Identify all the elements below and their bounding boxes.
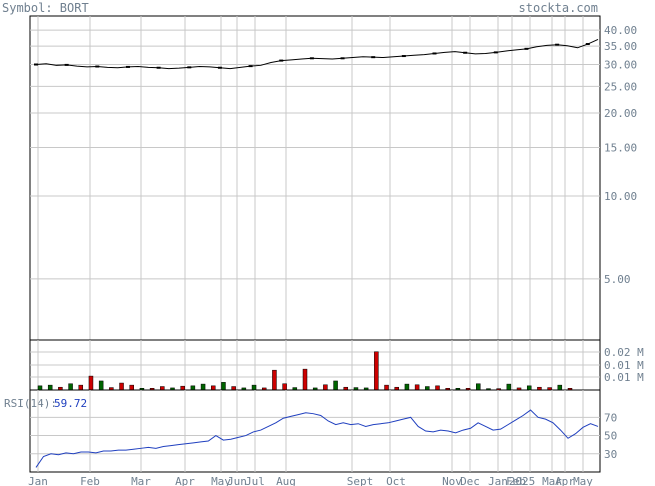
x-tick-label: Sept [347,475,374,486]
volume-bar [323,384,328,391]
price-tick-label: 25.00 [604,80,637,93]
x-tick-label: Nov [442,475,462,486]
volume-bar [425,386,430,391]
volume-bar [333,380,338,391]
volume-bar [282,383,287,391]
volume-bar [272,369,277,391]
rsi-tick-label: 30 [604,448,617,461]
volume-bar [98,380,104,391]
price-tick-label: 10.00 [604,190,637,203]
x-tick-label: Feb [506,475,526,486]
volume-bar [47,384,53,391]
x-tick-label: Mar [542,475,562,486]
volume-tick-label: 0.01 M [604,359,644,372]
price-tick-label: 15.00 [604,141,637,154]
price-panel: 40.00 35.00 30.00 25.00 20.00 15.00 10.00 5.00 [29,15,637,341]
volume-bar [129,384,134,391]
volume-bar [526,385,532,391]
x-tick-label: 2025 [509,475,536,486]
volume-bar [251,384,257,391]
rsi-line [35,409,599,468]
price-tick-label: 30.00 [604,59,637,72]
x-tick-label: Jan [28,475,48,486]
volume-bar [221,382,226,391]
volume-panel: 0.02 M0.01 M0.01 M [29,339,644,391]
volume-bar [68,383,73,391]
volume-bar [384,384,389,391]
volume-bar [435,385,440,391]
price-tick-label: 40.00 [604,24,637,37]
price-tick-label: 20.00 [604,107,637,120]
x-tick-label: Apr [555,475,575,486]
x-tick-label: May [211,475,231,486]
x-tick-label: Aug [276,475,296,486]
rsi-tick-label: 70 [604,411,617,424]
volume-bar [88,375,94,391]
volume-bar [506,383,512,391]
x-tick-label: Jun [227,475,247,486]
volume-bar [211,385,216,391]
volume-tick-label: 0.01 M [604,371,644,384]
volume-bar [231,386,236,391]
volume-bar [180,385,185,391]
volume-bar [119,382,124,391]
x-tick-label: May [573,475,593,486]
x-tick-label: Jul [245,475,265,486]
site-label: stockta.com [519,1,598,15]
volume-bar [414,384,420,391]
x-tick-label: Oct [386,475,406,486]
volume-bar [37,385,43,391]
rsi-value: 59.72 [54,397,87,410]
volume-bar [557,384,563,391]
volume-bar [302,368,308,391]
volume-bar [476,383,481,391]
volume-bar [190,385,196,391]
x-tick-label: Jan [488,475,508,486]
volume-bar [404,383,410,391]
symbol-label: Symbol: BORT [2,1,89,15]
volume-bar [160,386,165,391]
rsi-frame [29,389,601,473]
volume-bar [374,351,379,391]
price-tick-label: 5.00 [604,273,631,286]
volume-bar [200,383,206,391]
volume-tick-label: 0.02 M [604,346,644,359]
volume-bar [78,384,84,391]
x-tick-label: Feb [80,475,100,486]
price-tick-label: 35.00 [604,40,637,53]
x-tick-label: Apr [175,475,195,486]
x-tick-label: Dec [460,475,480,486]
rsi-tick-label: 50 [604,430,617,443]
x-tick-label: Mar [131,475,151,486]
